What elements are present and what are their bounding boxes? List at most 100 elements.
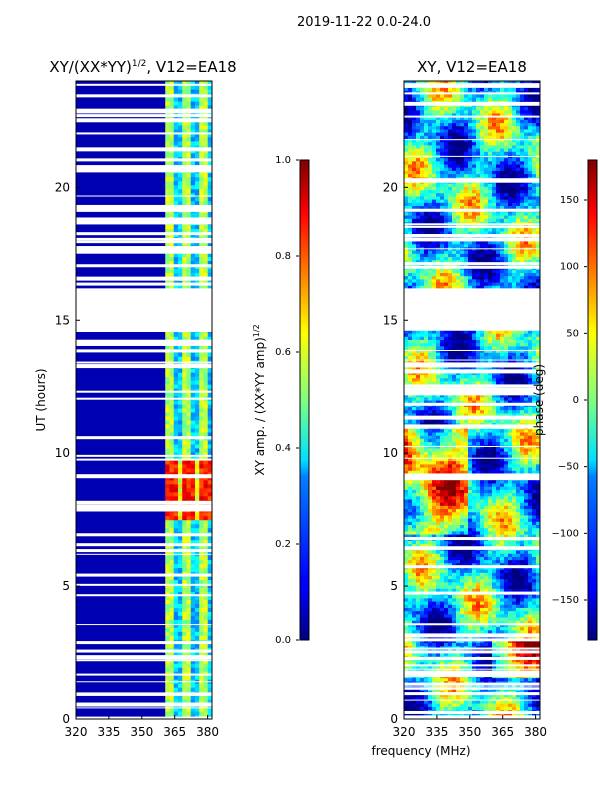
right-heatmap-cell <box>444 221 449 226</box>
left-heatmap-cell <box>195 180 200 186</box>
right-heatmap-cell <box>412 489 417 494</box>
right-heatmap-cell <box>432 132 437 136</box>
right-heatmap-cell <box>456 147 461 152</box>
left-heatmap-cell <box>207 511 212 517</box>
left-heatmap-cell <box>182 336 188 341</box>
left-heatmap-cell <box>195 615 200 620</box>
right-heatmap-cell <box>460 96 465 101</box>
left-heatmap-cell <box>165 81 171 86</box>
right-heatmap-cell <box>412 562 417 567</box>
right-heatmap-cell <box>424 533 429 538</box>
right-heatmap-cell <box>448 116 453 120</box>
right-heatmap-cell <box>440 116 445 120</box>
right-heatmap-cell <box>436 128 441 133</box>
right-heatmap-cell <box>444 613 449 618</box>
right-heatmap-cell <box>420 581 425 586</box>
right-heatmap-cell <box>444 192 449 197</box>
right-heatmap-cell <box>428 620 433 624</box>
right-heatmap-cell <box>404 352 409 356</box>
left-flagged-row <box>76 716 212 719</box>
left-heatmap-cell <box>190 527 196 533</box>
left-heatmap-cell <box>169 491 175 497</box>
right-heatmap-cell <box>452 521 457 526</box>
left-heatmap-cell <box>173 539 179 545</box>
left-heatmap-cell <box>186 423 192 429</box>
left-flagged-row <box>76 681 212 683</box>
right-heatmap-cell <box>464 431 469 436</box>
right-heatmap-cell <box>420 518 425 522</box>
right-heatmap-cell <box>408 345 413 350</box>
right-heatmap-cell <box>436 122 441 127</box>
left-heatmap-cell <box>199 555 205 561</box>
left-flagged-row <box>76 109 212 114</box>
right-heatmap-cell <box>456 451 461 455</box>
left-heatmap-cell <box>182 411 188 417</box>
right-heatmap-cell <box>452 540 457 545</box>
left-heatmap-cell <box>199 380 205 385</box>
left-heatmap-cell <box>173 372 179 377</box>
left-heatmap-cell <box>169 419 175 425</box>
left-heatmap-cell <box>186 427 192 433</box>
right-heatmap-cell <box>416 227 421 232</box>
left-heatmap-cell <box>178 519 183 525</box>
left-heatmap-cell <box>195 284 200 289</box>
right-heatmap-cell <box>452 438 457 443</box>
left-heatmap-cell <box>165 384 171 389</box>
left-heatmap-cell <box>165 687 171 692</box>
right-heatmap-cell <box>456 259 461 264</box>
right-heatmap-cell <box>460 505 465 510</box>
right-heatmap-cell <box>452 230 457 235</box>
right-heatmap-cell <box>444 202 449 207</box>
left-heatmap-cell <box>173 667 179 672</box>
left-heatmap-cell <box>199 384 205 389</box>
left-ytick-label: 5 <box>62 579 70 593</box>
right-heatmap-cell <box>428 192 433 197</box>
right-heatmap-cell <box>444 479 449 484</box>
left-heatmap-cell <box>207 687 212 692</box>
right-heatmap-cell <box>440 339 445 344</box>
right-heatmap-cell <box>416 460 421 465</box>
right-heatmap-cell <box>440 221 445 226</box>
right-heatmap-cell <box>424 160 429 165</box>
right-heatmap-cell <box>440 157 445 162</box>
right-heatmap-cell <box>448 269 453 273</box>
left-heatmap-cell <box>199 419 205 425</box>
right-heatmap-cell <box>452 275 457 280</box>
right-heatmap-cell <box>416 329 421 334</box>
right-heatmap-cell <box>448 597 453 602</box>
left-heatmap-cell <box>186 415 192 421</box>
right-heatmap-cell <box>420 594 425 599</box>
left-heatmap-cell <box>165 539 171 545</box>
left-heatmap-cell <box>207 471 212 477</box>
right-heatmap-cell <box>452 409 457 414</box>
right-heatmap-cell <box>424 374 429 379</box>
right-heatmap-cell <box>452 192 457 197</box>
left-heatmap-cell <box>169 188 175 194</box>
left-heatmap-cell <box>165 392 171 397</box>
right-heatmap-cell <box>452 214 457 219</box>
right-heatmap-cell <box>456 604 461 608</box>
right-heatmap-cell <box>412 505 417 510</box>
right-heatmap-cell <box>440 412 445 417</box>
left-heatmap-cell <box>207 136 212 142</box>
right-heatmap-cell <box>424 578 429 583</box>
left-plot-frame <box>75 80 213 720</box>
right-heatmap-cell <box>408 160 413 165</box>
right-heatmap-cell <box>444 470 449 474</box>
left-heatmap-cell <box>190 88 196 94</box>
left-heatmap-cell <box>207 483 212 489</box>
left-heatmap-cell <box>169 471 175 477</box>
left-heatmap-cell <box>169 380 175 385</box>
right-heatmap-cell <box>444 336 449 340</box>
left-heatmap-cell <box>186 519 192 525</box>
right-heatmap-cell <box>428 581 433 586</box>
right-heatmap-cell <box>440 683 445 688</box>
left-heatmap-cell <box>178 128 183 134</box>
right-heatmap-cell <box>416 463 421 468</box>
right-heatmap-cell <box>436 620 441 624</box>
right-heatmap-cell <box>428 498 433 503</box>
left-heatmap-cell <box>207 667 212 672</box>
right-heatmap-cell <box>456 396 461 401</box>
right-heatmap-cell <box>444 355 449 360</box>
right-heatmap-cell <box>416 518 421 522</box>
